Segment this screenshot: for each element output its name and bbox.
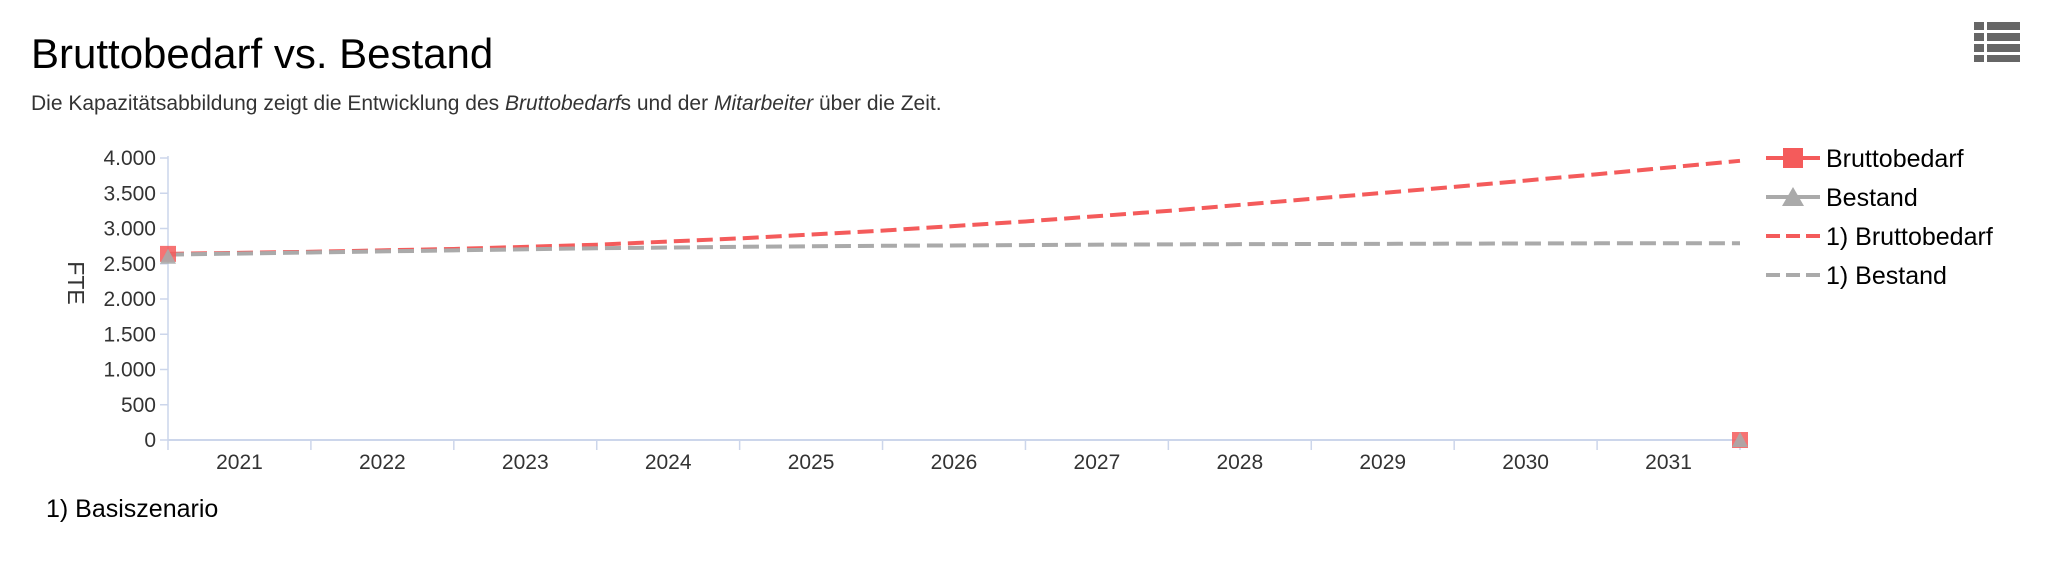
series-line-scenario-3 xyxy=(167,241,1740,257)
legend-label: 1) Bestand xyxy=(1826,262,1947,290)
x-tick-label: 2022 xyxy=(359,451,406,474)
x-tick-label: 2029 xyxy=(1359,451,1406,474)
x-tick-label: 2028 xyxy=(1216,451,1263,474)
subtitle-text-2: s und der xyxy=(620,92,714,115)
footnote: 1) Basiszenario xyxy=(46,495,219,523)
x-tick-label: 2023 xyxy=(502,451,549,474)
y-tick-label: 2.500 xyxy=(103,253,156,276)
chart-title: Bruttobedarf vs. Bestand xyxy=(31,30,494,77)
series-line-scenario-2 xyxy=(167,158,1741,256)
legend-label: Bruttobedarf xyxy=(1826,145,1964,173)
menu-list-icon xyxy=(1974,22,2020,62)
y-tick-label: 0 xyxy=(144,429,156,452)
legend-label: 1) Bruttobedarf xyxy=(1826,223,1993,251)
x-tick-label: 2031 xyxy=(1645,451,1692,474)
y-tick-label: 3.500 xyxy=(103,182,156,205)
x-tick-label: 2027 xyxy=(1074,451,1121,474)
x-tick-label: 2030 xyxy=(1502,451,1549,474)
y-tick-label: 4.000 xyxy=(103,147,156,170)
data-point-1-1[interactable] xyxy=(1732,432,1748,447)
x-tick-label: 2021 xyxy=(216,451,263,474)
y-tick-label: 1.500 xyxy=(103,323,156,346)
legend-item[interactable]: 1) Bestand xyxy=(1766,262,1947,290)
y-tick-label: 2.000 xyxy=(103,288,156,311)
legend-item[interactable]: Bestand xyxy=(1766,184,1918,212)
y-tick-label: 1.000 xyxy=(103,359,156,382)
y-tick-label: 3.000 xyxy=(103,218,156,241)
legend-marker-square xyxy=(1783,148,1803,168)
chart-menu-button[interactable] xyxy=(1974,22,2020,62)
legend-item[interactable]: Bruttobedarf xyxy=(1766,145,1964,173)
subtitle-emphasis-bruttobedarf: Bruttobedarf xyxy=(504,92,621,115)
subtitle-emphasis-mitarbeiter: Mitarbeiter xyxy=(713,92,814,115)
y-tick-label: 500 xyxy=(121,394,156,417)
x-tick-label: 2024 xyxy=(645,451,692,474)
data-point-1-0[interactable] xyxy=(160,248,176,264)
legend-marker-triangle xyxy=(1782,187,1804,206)
legend-label: Bestand xyxy=(1826,184,1918,212)
subtitle-text-3: über die Zeit. xyxy=(813,92,942,115)
x-tick-label: 2025 xyxy=(788,451,835,474)
x-tick-label: 2026 xyxy=(931,451,978,474)
subtitle-text-1: Die Kapazitätsabbildung zeigt die Entwic… xyxy=(31,92,505,115)
legend-item[interactable]: 1) Bruttobedarf xyxy=(1766,223,1993,251)
chart-subtitle: Die Kapazitätsabbildung zeigt die Entwic… xyxy=(31,92,942,116)
y-axis-title: FTE xyxy=(63,261,89,304)
